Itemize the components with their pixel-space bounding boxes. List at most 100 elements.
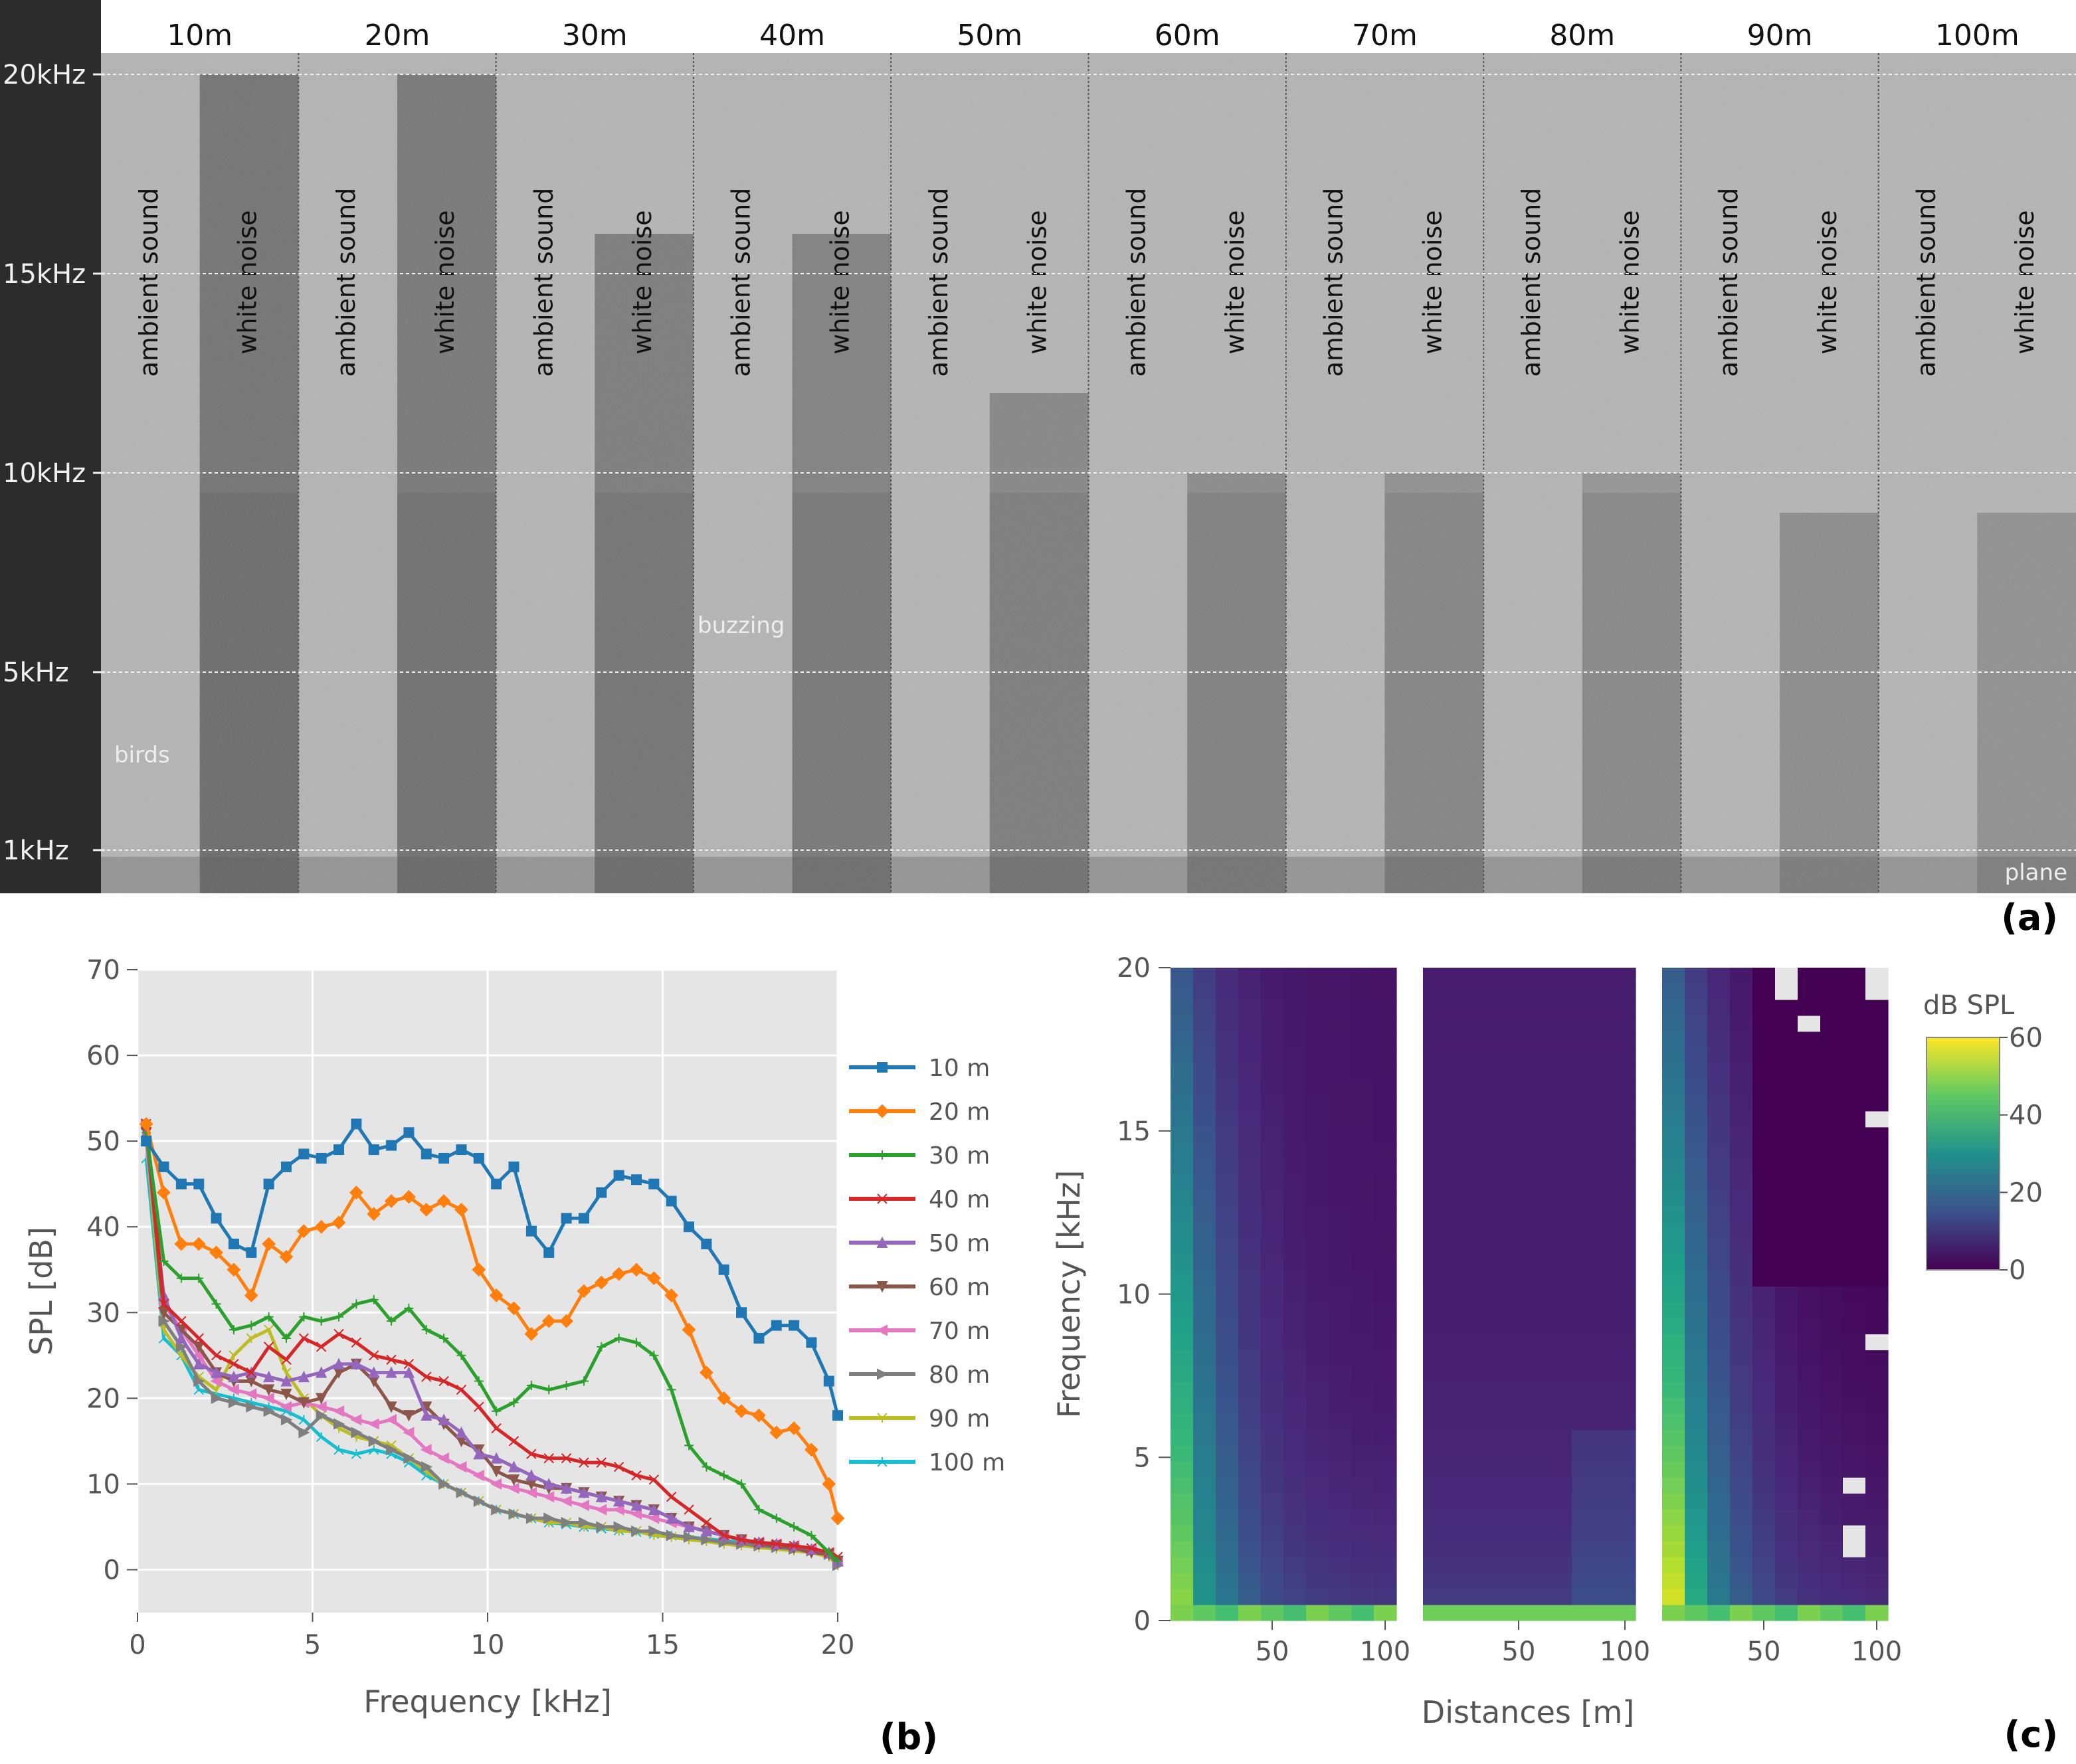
data-point xyxy=(822,1476,836,1491)
heatmap-cell xyxy=(1423,1015,1445,1032)
heatmap-cell xyxy=(1465,1461,1487,1478)
heatmap-cell xyxy=(1444,1557,1466,1573)
heatmap-cell xyxy=(1216,1063,1239,1080)
heatmap-cell xyxy=(1465,1429,1487,1446)
data-point xyxy=(833,1556,842,1566)
data-point xyxy=(331,1215,346,1230)
heatmap-cell xyxy=(1752,1318,1776,1335)
heatmap-cell xyxy=(1685,1302,1708,1319)
heatmap-cell xyxy=(1529,1174,1551,1191)
data-point xyxy=(456,1350,466,1360)
heatmap-cell xyxy=(1775,1286,1798,1303)
heatmap-cell xyxy=(1614,1015,1636,1032)
heatmap-cell xyxy=(1487,1381,1509,1398)
heatmap-cell xyxy=(1843,1254,1866,1271)
heatmap-cell xyxy=(1283,1238,1307,1255)
heatmap-cell xyxy=(1171,1254,1194,1271)
heatmap-cell xyxy=(1685,1493,1708,1510)
data-point xyxy=(561,1213,572,1224)
data-point xyxy=(474,1401,484,1412)
heatmap-cell xyxy=(1351,1493,1374,1510)
heatmap-cell xyxy=(1529,1254,1551,1271)
heatmap-cell xyxy=(1171,968,1194,984)
heatmap-cell xyxy=(1487,983,1509,1000)
data-point xyxy=(648,1474,660,1485)
data-point xyxy=(298,1397,310,1409)
heatmap-cell xyxy=(1707,1413,1731,1430)
heatmap-cell xyxy=(1487,1047,1509,1064)
y-tick-label: 10 xyxy=(86,1469,120,1500)
heatmap-cell xyxy=(1216,983,1239,1000)
heatmap-cell xyxy=(1685,1461,1708,1478)
heatmap-cell xyxy=(1662,1605,1685,1621)
heatmap-cell xyxy=(1444,1605,1466,1621)
heatmap-cell xyxy=(1662,1541,1685,1557)
heatmap-cell xyxy=(1593,1238,1615,1255)
heatmap-cell xyxy=(1775,1126,1798,1144)
heatmap-cell xyxy=(1662,1015,1685,1032)
heatmap-cell xyxy=(1572,1589,1594,1605)
heatmap-cell xyxy=(1238,1493,1262,1510)
heatmap-cell xyxy=(1351,999,1374,1016)
heatmap-cell xyxy=(1614,1366,1636,1382)
frequency-label: 5kHz xyxy=(3,658,69,688)
heatmap-cell xyxy=(1707,1095,1731,1112)
heatmap-cell xyxy=(1662,1381,1685,1398)
heatmap-cell xyxy=(1238,1110,1262,1128)
heatmap-cell xyxy=(1529,1270,1551,1287)
data-point xyxy=(787,1421,801,1435)
data-point xyxy=(228,1239,239,1250)
heatmap-cell xyxy=(1465,1605,1487,1621)
data-point xyxy=(438,1478,450,1490)
heatmap-cell xyxy=(1351,1110,1374,1128)
heatmap-cell xyxy=(1572,1366,1594,1382)
data-point xyxy=(612,1267,626,1281)
heatmap-cell xyxy=(1820,1397,1843,1414)
heatmap-cell xyxy=(1798,968,1821,984)
heatmap-cell xyxy=(1508,1095,1530,1112)
heatmap-cell xyxy=(1423,1206,1445,1223)
heatmap-cell xyxy=(1238,1589,1262,1605)
heatmap-cell xyxy=(1261,1015,1284,1032)
heatmap-cell xyxy=(1843,1063,1866,1080)
heatmap-cell xyxy=(1798,1589,1821,1605)
heatmap-cell xyxy=(1843,1334,1866,1351)
heatmap-cell xyxy=(1593,1190,1615,1207)
heatmap-x-tick-label: 50 xyxy=(1747,1636,1781,1667)
data-point xyxy=(421,1409,432,1421)
data-point xyxy=(386,1354,397,1365)
data-point xyxy=(508,1474,520,1486)
heatmap-cell xyxy=(1351,1477,1374,1494)
data-point xyxy=(542,1491,555,1503)
data-point xyxy=(666,1530,678,1542)
heatmap-cell xyxy=(1572,1142,1594,1160)
data-point xyxy=(351,1299,361,1309)
data-point xyxy=(387,1316,397,1326)
heatmap-cell xyxy=(1508,1493,1530,1510)
heatmap-cell xyxy=(1487,1254,1509,1271)
heatmap-cell xyxy=(1238,968,1262,984)
heatmap-cell xyxy=(1238,1381,1262,1398)
data-point xyxy=(263,1178,274,1190)
data-point xyxy=(175,1341,188,1353)
heatmap-cell xyxy=(1487,1493,1509,1510)
heatmap-cell xyxy=(1423,1190,1445,1207)
heatmap-cell xyxy=(1216,968,1239,984)
heatmap-cell xyxy=(1685,1541,1708,1557)
heatmap-cell xyxy=(1261,1350,1284,1366)
heatmap-cell xyxy=(1614,1541,1636,1557)
heatmap-cell xyxy=(1306,1573,1329,1589)
heatmap-cell xyxy=(1193,1254,1216,1271)
heatmap-cell xyxy=(1752,1190,1776,1207)
heatmap-cell xyxy=(1171,1318,1194,1335)
heatmap-cell xyxy=(1572,1445,1594,1462)
heatmap-cell xyxy=(1730,1238,1753,1255)
heatmap-cell xyxy=(1374,1015,1397,1032)
heatmap-cell xyxy=(1551,1525,1572,1542)
heatmap-cell xyxy=(1843,1110,1866,1128)
heatmap-cell xyxy=(1283,1541,1307,1557)
legend-entry: 20 m xyxy=(849,1099,990,1126)
data-point xyxy=(351,1337,362,1348)
heatmap-cell xyxy=(1465,1541,1487,1557)
heatmap-cell xyxy=(1216,1477,1239,1494)
